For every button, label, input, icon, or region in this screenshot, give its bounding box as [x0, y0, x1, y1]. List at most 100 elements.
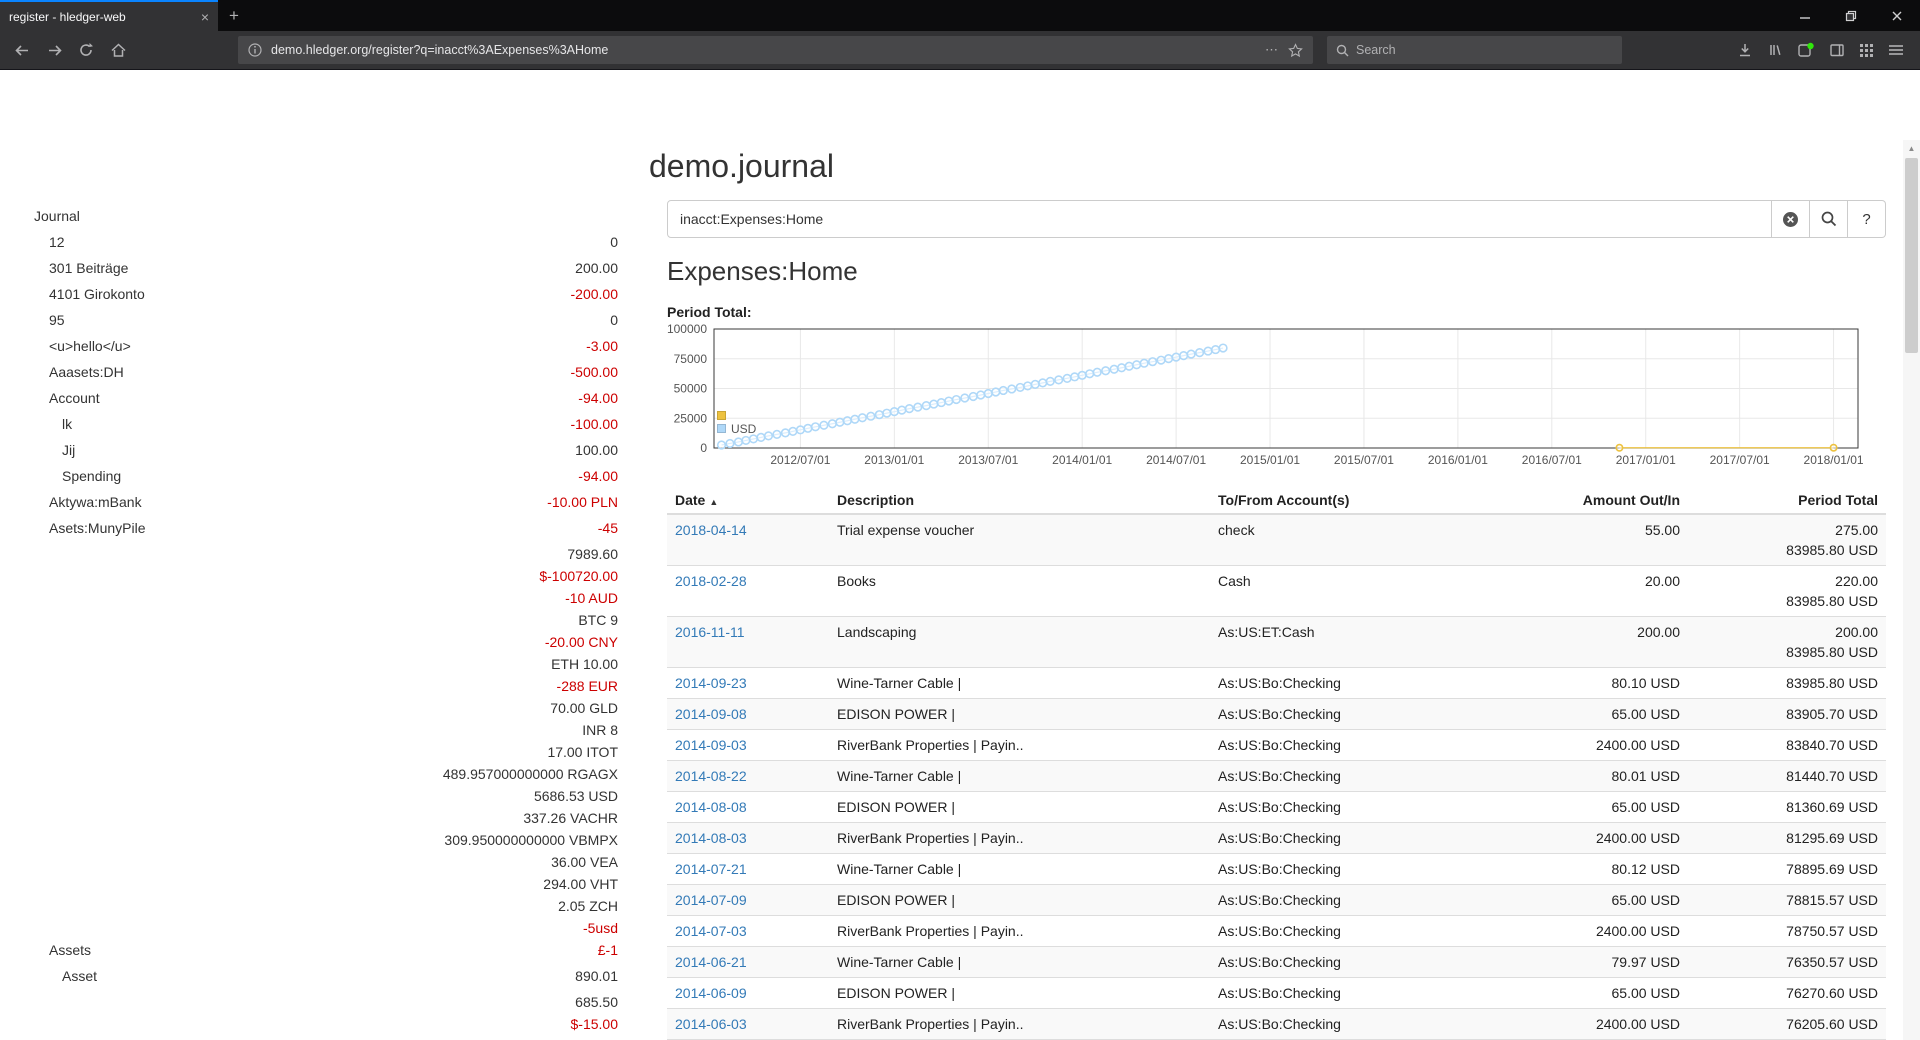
account-cell[interactable]: As:US:Bo:Checking — [1210, 1008, 1490, 1040]
account-link[interactable]: Aktywa:mBank — [49, 494, 142, 510]
col-header-amount[interactable]: Amount Out/In — [1490, 487, 1688, 515]
new-tab-button[interactable]: + — [229, 5, 239, 25]
date-link[interactable]: 2014-08-03 — [675, 830, 747, 846]
date-link[interactable]: 2014-06-09 — [675, 985, 747, 1001]
date-link[interactable]: 2014-07-21 — [675, 861, 747, 877]
col-header-description[interactable]: Description — [829, 487, 1210, 515]
url-bar[interactable]: demo.hledger.org/register?q=inacct%3AExp… — [238, 36, 1313, 64]
date-link[interactable]: 2014-09-08 — [675, 706, 747, 722]
back-button[interactable] — [6, 34, 38, 66]
scrollbar-thumb[interactable] — [1905, 158, 1918, 353]
minimize-icon — [1800, 16, 1810, 19]
date-link[interactable]: 2014-07-03 — [675, 923, 747, 939]
account-cell[interactable]: As:US:Bo:Checking — [1210, 853, 1490, 885]
date-link[interactable]: 2014-06-21 — [675, 954, 747, 970]
account-cell[interactable]: As:US:ET:Cash — [1210, 616, 1490, 668]
account-cell[interactable]: As:US:Bo:Checking — [1210, 667, 1490, 699]
scroll-up-icon[interactable]: ▲ — [1907, 144, 1916, 153]
date-cell: 2014-08-22 — [667, 760, 829, 792]
account-link[interactable]: lk — [62, 416, 73, 432]
account-cell[interactable]: As:US:Bo:Checking — [1210, 822, 1490, 854]
account-cell[interactable]: As:US:Bo:Checking — [1210, 915, 1490, 947]
search-submit-button[interactable] — [1810, 200, 1848, 238]
browser-search-bar[interactable]: Search — [1327, 36, 1622, 64]
col-header-date[interactable]: Date ▲ — [667, 487, 829, 515]
date-link[interactable]: 2014-09-23 — [675, 675, 747, 691]
tab-close-icon[interactable]: × — [200, 8, 209, 25]
svg-text:2017/01/01: 2017/01/01 — [1616, 453, 1676, 467]
apps-grid-icon[interactable] — [1859, 43, 1874, 58]
date-link[interactable]: 2018-02-28 — [675, 573, 747, 589]
help-button[interactable]: ? — [1848, 200, 1886, 238]
reload-icon — [80, 43, 93, 56]
page-scrollbar[interactable]: ▲ ▼ — [1903, 140, 1920, 1040]
description-cell: RiverBank Properties | Payin.. — [829, 822, 1210, 854]
account-link[interactable]: 95 — [49, 312, 65, 328]
account-link[interactable]: 301 Beiträge — [49, 260, 129, 276]
account-cell[interactable]: As:US:Bo:Checking — [1210, 884, 1490, 916]
account-cell[interactable]: As:US:Bo:Checking — [1210, 698, 1490, 730]
window-close-button[interactable] — [1874, 0, 1920, 31]
account-cell[interactable]: check — [1210, 514, 1490, 566]
date-link[interactable]: 2014-07-09 — [675, 892, 747, 908]
account-cell[interactable]: As:US:Bo:Checking — [1210, 946, 1490, 978]
date-link[interactable]: 2014-08-22 — [675, 768, 747, 784]
period-total-line: 200.00 — [1835, 624, 1878, 640]
reload-button[interactable] — [70, 34, 102, 66]
date-link[interactable]: 2016-11-11 — [675, 624, 745, 640]
balance-amount: 294.00 VHT — [543, 876, 618, 892]
page-actions-icon[interactable]: ⋯ — [1265, 42, 1279, 57]
account-link[interactable]: 12 — [49, 234, 65, 250]
date-link[interactable]: 2018-04-14 — [675, 522, 747, 538]
forward-button[interactable] — [38, 34, 70, 66]
account-link[interactable]: 4101 Girokonto — [49, 286, 145, 302]
magnifier-icon — [1821, 211, 1836, 227]
account-link[interactable]: Spending — [62, 468, 122, 484]
period-total-cell: 83905.70 USD — [1688, 698, 1886, 730]
date-link[interactable]: 2014-06-03 — [675, 1016, 747, 1032]
description-cell: RiverBank Properties | Payin.. — [829, 915, 1210, 947]
register-row: 2014-06-21 Wine-Tarner Cable | As:US:Bo:Ch… — [667, 946, 1886, 978]
arrow-right-icon — [48, 44, 62, 56]
bookmark-star-icon[interactable] — [1288, 42, 1303, 58]
home-button[interactable] — [102, 34, 134, 66]
register-row: 2014-09-03 RiverBank Properties | Payin..… — [667, 729, 1886, 761]
col-header-account[interactable]: To/From Account(s) — [1210, 487, 1490, 515]
date-link[interactable]: 2014-08-08 — [675, 799, 747, 815]
account-link[interactable]: Aaasets:DH — [49, 364, 124, 380]
period-total-cell: 76270.60 USD — [1688, 977, 1886, 1009]
window-minimize-button[interactable] — [1782, 0, 1828, 31]
account-link[interactable]: Asset — [62, 968, 98, 984]
query-input[interactable] — [667, 200, 1772, 238]
library-icon[interactable] — [1767, 42, 1783, 58]
window-restore-button[interactable] — [1828, 0, 1874, 31]
account-cell[interactable]: As:US:Bo:Checking — [1210, 760, 1490, 792]
col-header-total[interactable]: Period Total — [1688, 487, 1886, 515]
account-cell[interactable]: As:US:Bo:Checking — [1210, 977, 1490, 1009]
legend-entry — [717, 409, 756, 422]
browser-tab[interactable]: register - hledger-web × — [0, 0, 218, 31]
clear-query-button[interactable] — [1772, 200, 1810, 238]
sidebars-icon[interactable] — [1829, 42, 1845, 58]
tab-bar: register - hledger-web × + — [0, 0, 1920, 31]
sidebar-account-row: <u>hello</u> -3.00 — [34, 333, 618, 359]
account-link[interactable]: Account — [49, 390, 100, 406]
chart[interactable]: 0 25000 50000 75000 100000 2012/07/01 2013/01/… — [667, 322, 1886, 475]
date-link[interactable]: 2014-09-03 — [675, 737, 747, 753]
download-icon[interactable] — [1737, 42, 1753, 58]
account-link[interactable]: Jij — [62, 442, 76, 458]
account-link[interactable]: Asets:MunyPile — [49, 520, 146, 536]
svg-text:2015/01/01: 2015/01/01 — [1240, 453, 1300, 467]
description-cell: EDISON POWER | — [829, 884, 1210, 916]
menu-hamburger-icon[interactable] — [1888, 43, 1904, 57]
account-cell[interactable]: As:US:Bo:Checking — [1210, 791, 1490, 823]
account-cell[interactable]: As:US:Bo:Checking — [1210, 729, 1490, 761]
account-cell[interactable]: Cash — [1210, 565, 1490, 617]
account-link[interactable]: Assets — [49, 942, 92, 958]
extension-icon[interactable] — [1797, 42, 1815, 58]
register-header-row: Date ▲ Description To/From Account(s) Amo… — [667, 487, 1886, 515]
account-link[interactable]: <u>hello</u> — [49, 338, 131, 354]
sidebar-journal-link[interactable]: Journal — [34, 208, 80, 224]
svg-text:25000: 25000 — [674, 411, 708, 425]
svg-text:100000: 100000 — [667, 323, 707, 336]
